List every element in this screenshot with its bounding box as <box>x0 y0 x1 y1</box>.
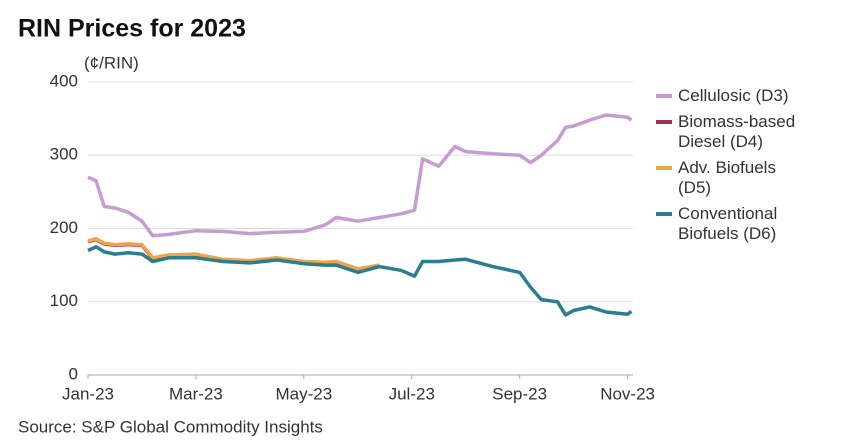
y-tick-label: 200 <box>50 218 78 237</box>
series-line <box>87 113 633 238</box>
legend-swatch <box>656 212 672 216</box>
legend-item: Cellulosic (D3) <box>656 86 836 106</box>
legend-item: Adv. Biofuels (D5) <box>656 158 836 198</box>
x-tick-label: Mar-23 <box>169 384 223 403</box>
legend-label: Cellulosic (D3) <box>678 86 789 105</box>
legend-swatch <box>656 166 672 170</box>
y-axis-label: (¢/RIN) <box>84 53 139 72</box>
legend-label: Conventional Biofuels (D6) <box>678 204 778 243</box>
y-tick-label: 400 <box>50 71 78 90</box>
y-tick-label: 300 <box>50 145 78 164</box>
legend-swatch <box>656 120 672 124</box>
x-tick-label: Sep-23 <box>492 384 547 403</box>
series-line <box>87 245 633 317</box>
legend-item: Conventional Biofuels (D6) <box>656 204 836 244</box>
source: Source: S&P Global Commodity Insights <box>18 417 323 436</box>
y-tick-label: 100 <box>50 291 78 310</box>
legend-label: Biomass-based Diesel (D4) <box>678 112 796 151</box>
x-tick-label: Nov-23 <box>600 384 655 403</box>
x-tick-label: Jul-23 <box>389 384 435 403</box>
y-tick-label: 0 <box>69 364 78 383</box>
legend-swatch <box>656 94 672 98</box>
legend-label: Adv. Biofuels (D5) <box>678 158 776 197</box>
legend: Cellulosic (D3) Biomass-based Diesel (D4)… <box>656 86 836 250</box>
chart-title: RIN Prices for 2023 <box>18 15 246 43</box>
series-line <box>87 237 380 271</box>
x-tick-label: Jan-23 <box>62 384 114 403</box>
legend-item: Biomass-based Diesel (D4) <box>656 112 836 152</box>
x-tick-label: May-23 <box>275 384 332 403</box>
